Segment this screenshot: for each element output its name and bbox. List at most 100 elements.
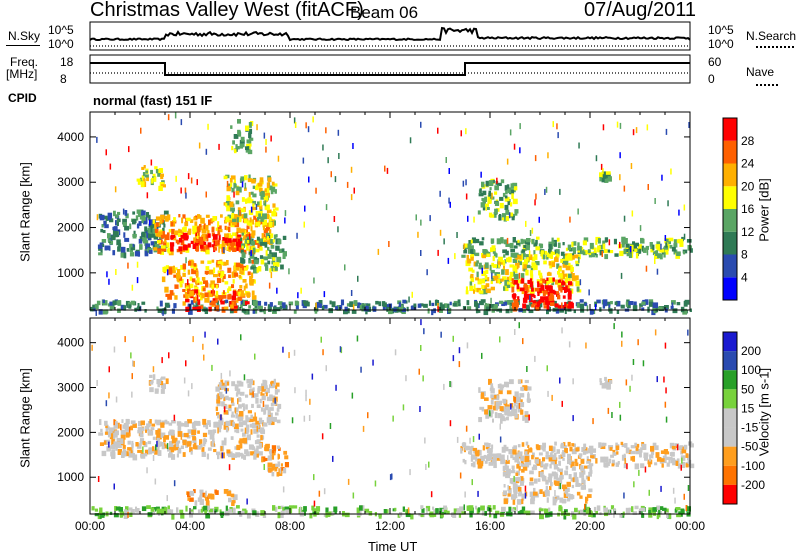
heatmap-cell <box>235 232 238 239</box>
heatmap-cell <box>236 444 241 451</box>
heatmap-cell <box>98 309 103 315</box>
heatmap-cell <box>252 380 255 386</box>
heatmap-cell <box>225 203 228 207</box>
heatmap-cell <box>582 450 587 455</box>
heatmap-cell <box>100 228 104 233</box>
heatmap-cell <box>313 307 319 312</box>
heatmap-cell <box>192 306 198 311</box>
heatmap-cell <box>204 270 209 275</box>
heatmap-cell <box>171 454 176 460</box>
heatmap-cell <box>577 245 582 251</box>
heatmap-cell <box>173 217 176 223</box>
heatmap-cell <box>488 190 492 196</box>
heatmap-cell <box>512 182 518 187</box>
heatmap-cell <box>201 228 207 234</box>
heatmap-cell <box>288 301 294 306</box>
heatmap-cell <box>231 411 234 416</box>
heatmap-cell <box>155 444 157 451</box>
heatmap-cell <box>101 243 105 248</box>
heatmap-cell <box>184 421 188 428</box>
heatmap-cell <box>133 360 135 367</box>
heatmap-cell <box>470 463 474 467</box>
heatmap-cell <box>497 182 502 187</box>
heatmap-cell <box>566 481 571 487</box>
heatmap-cell <box>543 260 547 265</box>
heatmap-cell <box>603 507 608 513</box>
heatmap-cell <box>271 472 275 477</box>
heatmap-cell <box>208 291 214 298</box>
heatmap-cell <box>504 301 508 306</box>
heatmap-cell <box>687 485 690 491</box>
heatmap-cell <box>167 505 170 510</box>
heatmap-cell <box>477 278 482 285</box>
heatmap-cell <box>323 304 328 309</box>
heatmap-cell <box>264 447 270 451</box>
heatmap-cell <box>178 447 182 454</box>
heatmap-cell <box>511 410 515 417</box>
y-tick-label: 4000 <box>57 336 84 350</box>
heatmap-cell <box>560 511 565 516</box>
heatmap-cell <box>214 489 217 494</box>
heatmap-cell <box>648 461 651 468</box>
heatmap-cell <box>504 259 507 264</box>
heatmap-cell <box>188 228 192 234</box>
heatmap-cell <box>542 442 547 448</box>
heatmap-cell <box>199 281 203 285</box>
heatmap-cell <box>633 243 638 249</box>
heatmap-cell <box>312 508 317 513</box>
heatmap-cell <box>251 295 257 300</box>
heatmap-cell <box>115 269 117 275</box>
heatmap-cell <box>424 437 426 444</box>
heatmap-cell <box>249 199 254 204</box>
heatmap-cell <box>157 231 163 238</box>
heatmap-cell <box>620 272 623 279</box>
heatmap-cell <box>221 385 226 390</box>
heatmap-cell <box>478 417 483 423</box>
heatmap-cell <box>145 243 151 250</box>
heatmap-cell <box>120 429 126 436</box>
heatmap-cell <box>674 497 676 504</box>
heatmap-cell <box>274 397 276 404</box>
heatmap-cell <box>211 281 214 287</box>
heatmap-cell <box>363 305 369 312</box>
heatmap-cell <box>546 497 549 503</box>
heatmap-cell <box>503 498 508 505</box>
heatmap-cell <box>161 383 165 388</box>
heatmap-cell <box>123 305 127 311</box>
heatmap-cell <box>572 513 577 520</box>
heatmap-cell <box>604 248 608 254</box>
heatmap-cell <box>150 507 155 512</box>
heatmap-cell <box>275 234 278 238</box>
heatmap-cell <box>242 235 247 241</box>
heatmap-cell <box>477 449 480 456</box>
heatmap-cell <box>177 422 183 427</box>
heatmap-cell <box>504 465 509 471</box>
heatmap-cell <box>677 446 682 451</box>
heatmap-cell <box>487 507 490 512</box>
heatmap-cell <box>242 437 248 444</box>
heatmap-cell <box>547 152 549 159</box>
heatmap-cell <box>600 456 605 463</box>
heatmap-cell <box>443 507 448 513</box>
heatmap-cell <box>263 309 266 315</box>
heatmap-cell <box>558 273 563 278</box>
heatmap-cell <box>152 374 156 380</box>
heatmap-cell <box>613 238 617 245</box>
heatmap-cell <box>145 229 149 234</box>
heatmap-cell <box>244 230 247 235</box>
heatmap-cell <box>225 427 229 433</box>
heatmap-cell <box>564 488 569 494</box>
heatmap-cell <box>152 173 156 178</box>
heatmap-cell <box>259 177 264 183</box>
heatmap-cell <box>482 205 486 211</box>
heatmap-cell <box>671 300 676 305</box>
heatmap-cell <box>410 513 414 520</box>
heatmap-cell <box>141 301 146 305</box>
heatmap-cell <box>573 254 579 259</box>
heatmap-cell <box>500 459 505 465</box>
heatmap-cell <box>268 282 271 289</box>
heatmap-cell <box>116 221 119 227</box>
heatmap-cell <box>282 486 285 493</box>
heatmap-cell <box>564 470 569 476</box>
heatmap-cell <box>231 397 234 404</box>
